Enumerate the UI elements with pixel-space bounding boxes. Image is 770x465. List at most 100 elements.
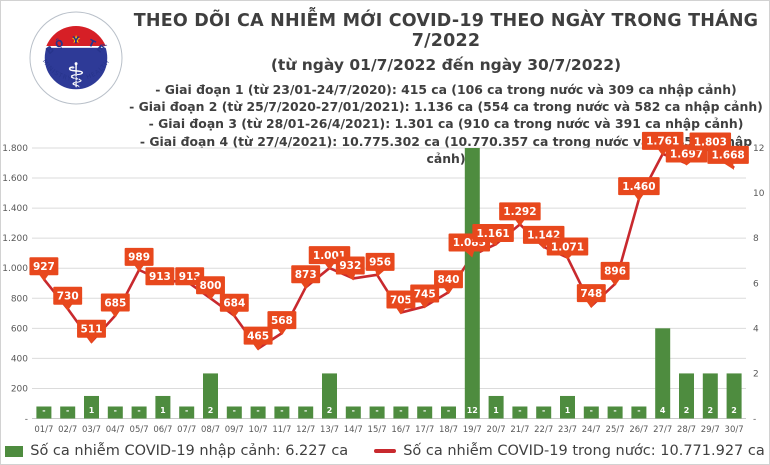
- line-value-label: 932: [339, 260, 361, 272]
- line-value-label: 913: [149, 271, 171, 283]
- left-axis-tick: 400: [11, 354, 28, 364]
- bar-value-label: -: [613, 406, 616, 415]
- header: THEO DÕI CA NHIỄM MỚI COVID-19 THEO NGÀY…: [129, 11, 763, 167]
- left-axis-tick: 1.200: [2, 234, 28, 244]
- phase-line: - Giai đoạn 1 (từ 23/01-24/7/2020): 415 …: [155, 82, 737, 97]
- bar: [583, 406, 599, 419]
- callout-pointer: [229, 310, 240, 318]
- bar-value-label: 2: [708, 406, 714, 415]
- bar: [131, 406, 147, 419]
- x-axis-date-label: 16/7: [391, 425, 410, 435]
- line-value-label: 800: [200, 280, 222, 292]
- line-value-label: 1.071: [551, 241, 584, 253]
- x-axis-date-label: 15/7: [368, 425, 387, 435]
- bar-value-label: 1: [89, 406, 95, 415]
- right-axis-tick: 10: [753, 189, 765, 199]
- left-axis-tick: 1.600: [2, 174, 28, 184]
- x-axis-date-label: 22/7: [534, 425, 553, 435]
- callout-pointer: [300, 282, 311, 290]
- legend-label-domestic: Số ca nhiễm COVID-19 trong nước: 10.771.…: [403, 443, 765, 459]
- bar-value-label: -: [114, 406, 117, 415]
- phase-line: - Giai đoạn 2 (từ 25/7/2020-27/01/2021):…: [129, 99, 763, 115]
- left-axis-tick: 1.800: [2, 144, 28, 154]
- callout-pointer: [375, 269, 386, 277]
- bar-value-label: -: [42, 406, 45, 415]
- callout-pointer: [657, 148, 668, 156]
- bar-value-label: 1: [493, 406, 499, 415]
- callout-pointer: [586, 301, 597, 309]
- bar-value-label: -: [233, 406, 236, 415]
- bar: [322, 373, 337, 419]
- bar: [679, 373, 694, 419]
- x-axis-date-label: 20/7: [487, 425, 506, 435]
- line-value-label: 511: [81, 324, 103, 336]
- line-value-label: 745: [414, 288, 436, 300]
- right-axis-tick: 6: [753, 279, 759, 289]
- bar: [250, 406, 266, 419]
- line-value-label: 1.668: [711, 150, 744, 162]
- x-axis-date-label: 21/7: [510, 425, 529, 435]
- x-axis-date-label: 08/7: [201, 425, 220, 435]
- callout-box: [100, 293, 130, 312]
- line-value-label: 840: [438, 274, 460, 286]
- bar: [369, 406, 385, 419]
- bar-value-label: 2: [327, 406, 333, 415]
- moh-logo: ★ ⚕ BỘ Y TẾ MINISTRY OF HEALTH: [29, 11, 123, 105]
- line-value-label: 927: [33, 261, 55, 273]
- logo-band-divider: [44, 46, 108, 48]
- x-axis-date-label: 28/7: [677, 425, 696, 435]
- bar: [179, 406, 195, 419]
- callout-box: [546, 237, 589, 256]
- callout-pointer: [110, 310, 121, 318]
- bar: [441, 406, 456, 419]
- line-value-label: 873: [295, 269, 317, 281]
- bar: [607, 406, 623, 419]
- bar-value-label: -: [280, 406, 283, 415]
- bar-value-label: 1: [565, 406, 571, 415]
- phase-line: - Giai đoạn 3 (từ 28/01-26/4/2021): 1.30…: [148, 116, 744, 132]
- line-value-label: 896: [604, 266, 626, 278]
- bar-value-label: 1: [160, 406, 166, 415]
- x-axis-date-label: 27/7: [653, 425, 672, 435]
- callout-box: [365, 252, 395, 271]
- bar: [536, 406, 552, 419]
- bar: [36, 406, 52, 419]
- bar: [702, 373, 718, 419]
- bar-value-label: -: [304, 406, 307, 415]
- bar: [107, 406, 123, 419]
- phase-summary: - Giai đoạn 1 (từ 23/01-24/7/2020): 415 …: [129, 81, 763, 167]
- line-value-label: 465: [247, 330, 269, 342]
- line-value-label: 730: [57, 291, 79, 303]
- x-axis-date-label: 18/7: [439, 425, 458, 435]
- x-axis-date-label: 19/7: [463, 425, 482, 435]
- line-value-label: 1.161: [476, 228, 509, 240]
- callout-box: [600, 261, 630, 280]
- callout-pointer: [324, 263, 335, 271]
- callout-box: [499, 202, 541, 221]
- callout-box: [434, 270, 463, 289]
- bar-value-label: -: [590, 406, 593, 415]
- x-axis-date-label: 17/7: [415, 425, 434, 435]
- bar: [560, 395, 575, 419]
- bar-value-label: -: [542, 406, 545, 415]
- bar: [345, 406, 361, 419]
- callout-box: [145, 267, 175, 286]
- line-value-label: 1.292: [503, 206, 536, 218]
- logo-red-band: [44, 26, 108, 46]
- callout-pointer: [253, 343, 264, 351]
- callout-box: [472, 224, 514, 243]
- callout-box: [335, 256, 365, 275]
- bar-value-label: -: [637, 406, 640, 415]
- bar-value-label: -: [375, 406, 378, 415]
- bar: [60, 406, 76, 419]
- left-axis-tick: 1.400: [2, 204, 28, 214]
- line-value-label: 913: [179, 271, 201, 283]
- callout-box: [29, 257, 59, 276]
- x-axis-date-label: 24/7: [582, 425, 601, 435]
- bar: [417, 406, 433, 419]
- bar: [464, 148, 480, 419]
- bar: [226, 406, 242, 419]
- line-swatch-icon: [374, 449, 397, 453]
- logo-caduceus-icon: ⚕: [67, 56, 85, 96]
- callout-box: [618, 177, 660, 196]
